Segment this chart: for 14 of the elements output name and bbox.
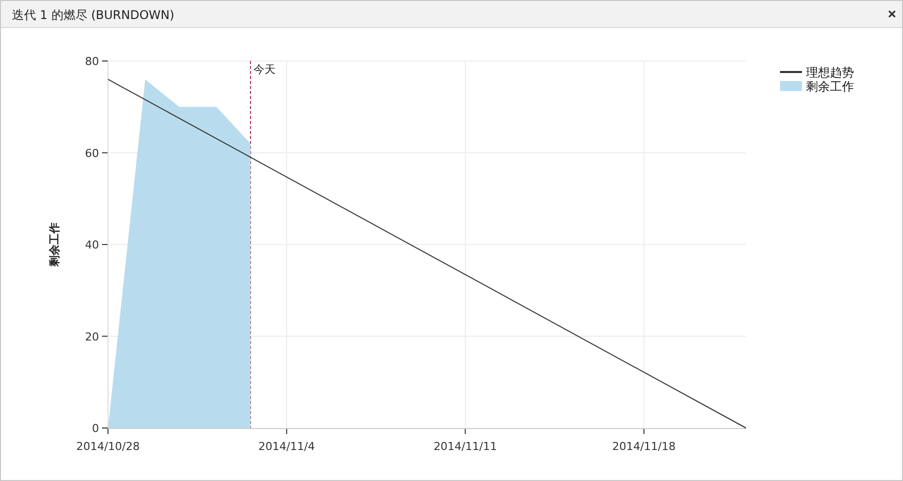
x-tick-label: 2014/10/28 xyxy=(76,440,140,453)
y-tick-label: 40 xyxy=(85,238,99,252)
y-tick-label: 60 xyxy=(85,146,99,160)
x-tick-label: 2014/11/4 xyxy=(258,440,315,453)
x-tick-label: 2014/11/18 xyxy=(612,440,676,453)
ref-line-label: 今天 xyxy=(253,63,276,76)
y-axis-title: 剩余工作 xyxy=(48,222,61,268)
legend-label: 理想趋势 xyxy=(806,66,854,80)
y-tick-label: 20 xyxy=(85,330,99,344)
y-tick-label: 80 xyxy=(85,55,99,68)
legend-label: 剩余工作 xyxy=(806,80,854,94)
y-tick-label: 0 xyxy=(92,422,99,435)
x-tick-label: 2014/11/11 xyxy=(434,440,497,453)
chart-title: 迭代 1 的燃尽 (BURNDOWN) xyxy=(12,8,174,22)
